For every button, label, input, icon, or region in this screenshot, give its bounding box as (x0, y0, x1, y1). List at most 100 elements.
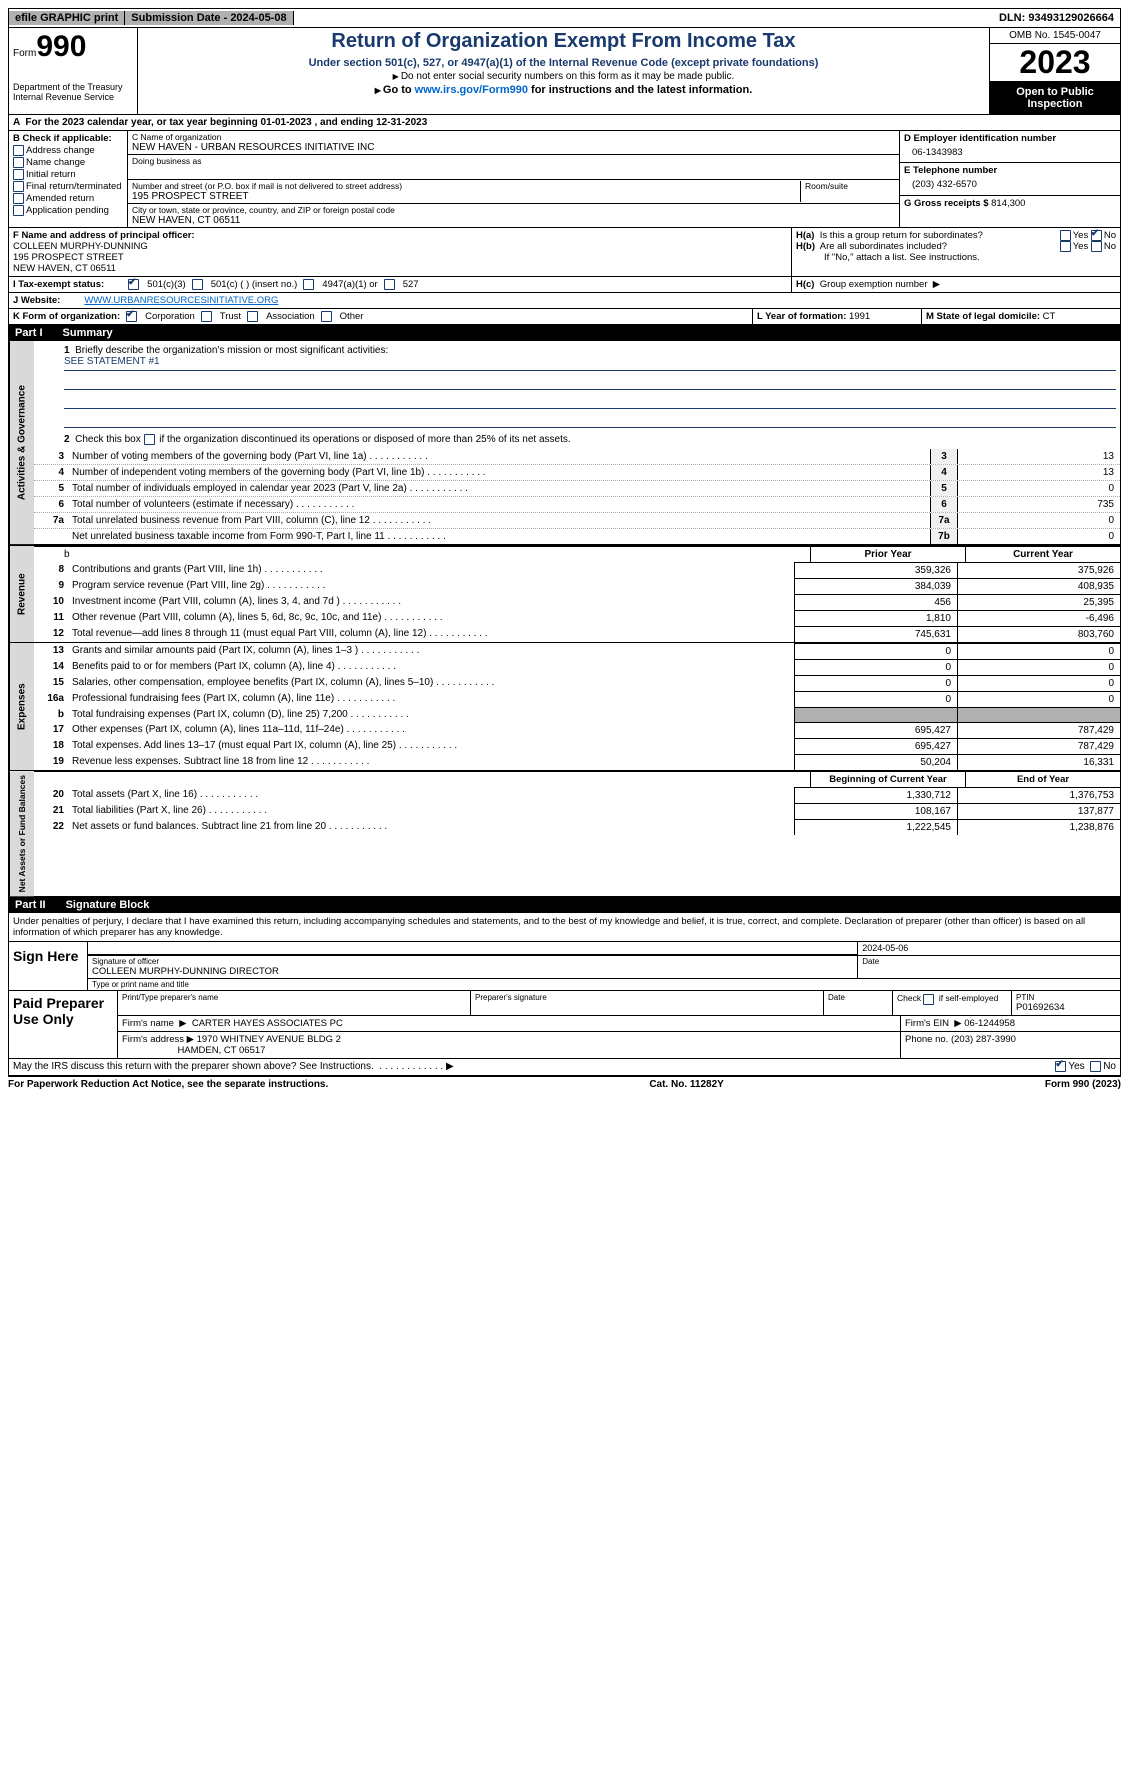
chk-527[interactable] (384, 279, 395, 290)
box-h: H(a) Is this a group return for subordin… (791, 228, 1120, 276)
header-right: OMB No. 1545-0047 2023 Open to Public In… (989, 28, 1120, 114)
box-f: F Name and address of principal officer:… (9, 228, 791, 276)
form990-link[interactable]: www.irs.gov/Form990 (415, 84, 528, 96)
ha-no[interactable] (1091, 230, 1102, 241)
chk-501c3[interactable] (128, 279, 139, 290)
prior-year-label: Prior Year (810, 546, 965, 562)
omb-number: OMB No. 1545-0047 (990, 28, 1120, 44)
data-line: 8Contributions and grants (Part VIII, li… (34, 562, 1120, 578)
data-line: 9Program service revenue (Part VIII, lin… (34, 578, 1120, 594)
website-link[interactable]: WWW.URBANRESOURCESINITIATIVE.ORG (84, 295, 278, 306)
firm-addr2: HAMDEN, CT 06517 (177, 1045, 265, 1056)
discuss-yes[interactable] (1055, 1061, 1066, 1072)
gov-side-label: Activities & Governance (9, 341, 34, 544)
firm-addr1: 1970 WHITNEY AVENUE BLDG 2 (197, 1034, 341, 1045)
data-line: 12Total revenue—add lines 8 through 11 (… (34, 626, 1120, 642)
chk-name-change[interactable] (13, 157, 24, 168)
current-year-label: Current Year (965, 546, 1120, 562)
submission-date: Submission Date - 2024-05-08 (125, 11, 293, 25)
line-a-tax-year: A For the 2023 calendar year, or tax yea… (9, 115, 1120, 131)
form-header: Form990 Department of the Treasury Inter… (9, 28, 1120, 115)
gov-line: 6Total number of volunteers (estimate if… (34, 496, 1120, 512)
dba-label: Doing business as (132, 156, 895, 166)
sig-date: 2024-05-06 (858, 942, 1120, 955)
box-l: L Year of formation: 1991 (752, 309, 921, 324)
irs-label: Internal Revenue Service (13, 92, 133, 102)
chk-501c[interactable] (192, 279, 203, 290)
dln: DLN: 93493129026664 (993, 11, 1120, 25)
hb-yes[interactable] (1060, 241, 1071, 252)
gov-line: 7aTotal unrelated business revenue from … (34, 512, 1120, 528)
sign-here-label: Sign Here (9, 942, 88, 990)
form-title: Return of Organization Exempt From Incom… (142, 30, 985, 53)
chk-address-change[interactable] (13, 145, 24, 156)
sign-here-block: Sign Here 2024-05-06 Signature of office… (9, 942, 1120, 991)
cat-no: Cat. No. 11282Y (649, 1079, 723, 1090)
data-line: 17Other expenses (Part IX, column (A), l… (34, 722, 1120, 738)
chk-corp[interactable] (126, 311, 137, 322)
chk-amended[interactable] (13, 193, 24, 204)
form-number: 990 (36, 30, 86, 63)
part1-header: Part I Summary (9, 325, 1120, 341)
data-line: 10Investment income (Part VIII, column (… (34, 594, 1120, 610)
discuss-no[interactable] (1090, 1061, 1101, 1072)
data-line: 13Grants and similar amounts paid (Part … (34, 643, 1120, 659)
phone-value: (203) 432-6570 (904, 176, 1116, 190)
data-line: 11Other revenue (Part VIII, column (A), … (34, 610, 1120, 626)
box-c: C Name of organization NEW HAVEN - URBAN… (128, 131, 899, 227)
box-hc: H(c) Group exemption number ▶ (791, 277, 1120, 292)
efile-print-button[interactable]: efile GRAPHIC print (9, 11, 125, 25)
chk-app-pending[interactable] (13, 205, 24, 216)
row-f-h: F Name and address of principal officer:… (9, 228, 1120, 277)
governance-section: Activities & Governance 1 Briefly descri… (9, 341, 1120, 545)
data-line: 22Net assets or fund balances. Subtract … (34, 819, 1120, 835)
revenue-section: Revenue b Prior Year Current Year 8Contr… (9, 545, 1120, 643)
part2-header: Part II Signature Block (9, 897, 1120, 913)
gov-line: 5Total number of individuals employed in… (34, 480, 1120, 496)
officer-street: 195 PROSPECT STREET (13, 252, 787, 263)
chk-self-employed[interactable] (923, 994, 934, 1005)
officer-name: COLLEEN MURPHY-DUNNING (13, 241, 787, 252)
chk-trust[interactable] (201, 311, 212, 322)
org-name: NEW HAVEN - URBAN RESOURCES INITIATIVE I… (132, 142, 895, 153)
data-line: 21Total liabilities (Part X, line 26)108… (34, 803, 1120, 819)
hb-no[interactable] (1091, 241, 1102, 252)
data-line: 15Salaries, other compensation, employee… (34, 675, 1120, 691)
data-line: bTotal fundraising expenses (Part IX, co… (34, 707, 1120, 722)
chk-initial-return[interactable] (13, 169, 24, 180)
box-k: K Form of organization: Corporation Trus… (9, 309, 752, 324)
boy-label: Beginning of Current Year (810, 771, 965, 787)
netassets-section: Net Assets or Fund Balances Beginning of… (9, 771, 1120, 897)
form-ref: Form 990 (2023) (1045, 1079, 1121, 1090)
page-footer: For Paperwork Reduction Act Notice, see … (8, 1077, 1121, 1092)
phone-label: E Telephone number (904, 165, 1116, 176)
data-line: 14Benefits paid to or for members (Part … (34, 659, 1120, 675)
chk-final-return[interactable] (13, 181, 24, 192)
officer-city: NEW HAVEN, CT 06511 (13, 263, 787, 274)
chk-assoc[interactable] (247, 311, 258, 322)
form-subtitle: Under section 501(c), 527, or 4947(a)(1)… (142, 57, 985, 69)
header-mid: Return of Organization Exempt From Incom… (138, 28, 989, 114)
ein-value: 06-1343983 (904, 144, 1116, 158)
hb-note: If "No," attach a list. See instructions… (796, 252, 1116, 263)
chk-other[interactable] (321, 311, 332, 322)
pra-notice: For Paperwork Reduction Act Notice, see … (8, 1079, 328, 1090)
q2-label: Check this box if the organization disco… (75, 434, 571, 445)
row-i-hc: I Tax-exempt status: 501(c)(3) 501(c) ( … (9, 277, 1120, 293)
chk-discontinued[interactable] (144, 434, 155, 445)
ha-yes[interactable] (1060, 230, 1071, 241)
rev-header: b Prior Year Current Year (34, 546, 1120, 562)
top-toolbar: efile GRAPHIC print Submission Date - 20… (8, 8, 1121, 28)
chk-4947[interactable] (303, 279, 314, 290)
street-label: Number and street (or P.O. box if mail i… (132, 181, 800, 191)
row-k-l-m: K Form of organization: Corporation Trus… (9, 309, 1120, 325)
q1-label: Briefly describe the organization's miss… (75, 345, 388, 356)
city-value: NEW HAVEN, CT 06511 (132, 215, 895, 226)
expenses-section: Expenses 13Grants and similar amounts pa… (9, 643, 1120, 771)
box-m: M State of legal domicile: CT (921, 309, 1120, 324)
open-inspection: Open to Public Inspection (990, 82, 1120, 114)
mission-text: SEE STATEMENT #1 (64, 356, 1116, 371)
form-word: Form (13, 48, 36, 59)
paid-label: Paid Preparer Use Only (9, 991, 118, 1058)
gov-line: Net unrelated business taxable income fr… (34, 528, 1120, 544)
